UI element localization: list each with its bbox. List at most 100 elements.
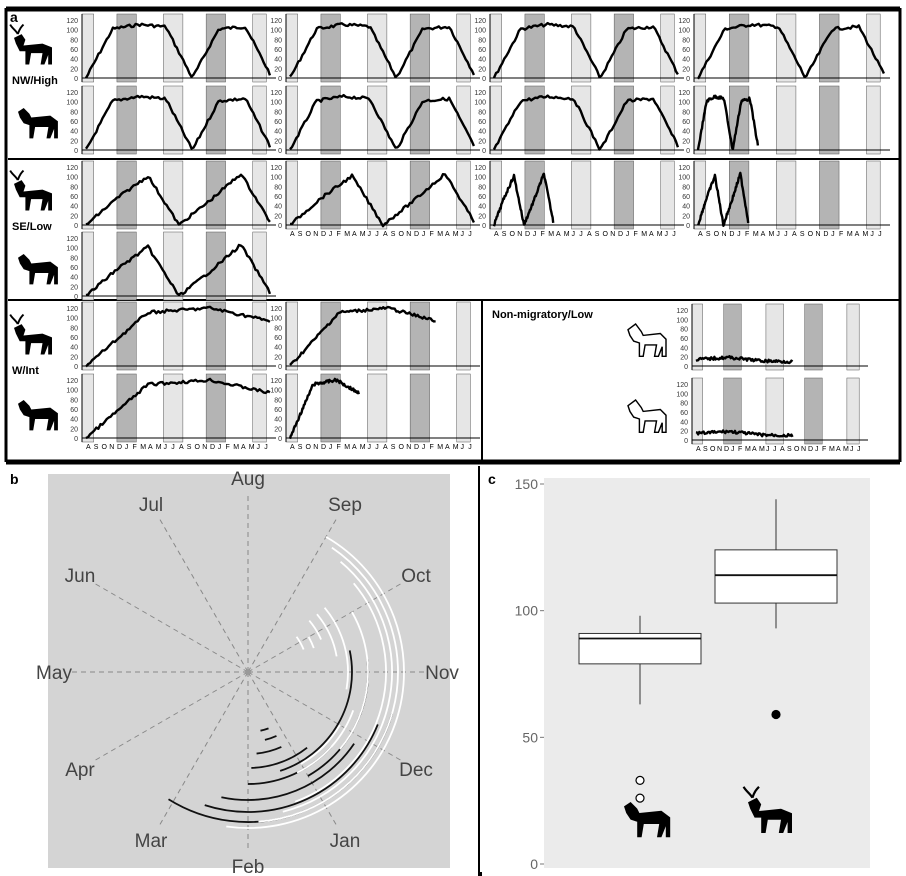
movement-trace bbox=[84, 94, 272, 150]
season-band bbox=[456, 301, 471, 371]
y-tick-label: 100 bbox=[270, 388, 282, 395]
season-band bbox=[409, 373, 430, 443]
month-tick-label: M bbox=[344, 444, 350, 451]
y-tick-label: 100 bbox=[66, 100, 78, 107]
y-tick-label: 60 bbox=[70, 47, 78, 54]
season-band bbox=[252, 85, 267, 155]
month-label: Apr bbox=[65, 760, 95, 781]
y-tick-label: 40 bbox=[274, 417, 282, 424]
month-tick-label: N bbox=[816, 231, 821, 238]
y-tick-label: 80 bbox=[274, 397, 282, 404]
month-tick-label: D bbox=[321, 444, 326, 451]
y-tick-label: 80 bbox=[478, 109, 486, 116]
y-tick-label: 0 bbox=[482, 76, 486, 83]
y-tick-label: 100 bbox=[270, 100, 282, 107]
y-tick-label: 0 bbox=[278, 223, 282, 230]
month-tick-label: F bbox=[839, 231, 843, 238]
subplot: 120 100 80 60 40 20 0 bbox=[474, 13, 684, 83]
month-tick-label: F bbox=[226, 444, 230, 451]
y-tick-label: 80 bbox=[70, 184, 78, 191]
movement-trace bbox=[289, 172, 475, 228]
y-tick-label: 100 bbox=[678, 100, 690, 107]
month-tick-label: D bbox=[823, 231, 828, 238]
y-tick-label: 150 bbox=[515, 476, 539, 492]
month-tick-label: N bbox=[406, 231, 411, 238]
y-tick-label: 20 bbox=[70, 284, 78, 291]
y-tick-label: 80 bbox=[478, 37, 486, 44]
panel-c-background bbox=[544, 478, 870, 868]
y-tick-label: 40 bbox=[70, 275, 78, 282]
subplot: 120 100 80 60 40 20 0 bbox=[66, 13, 276, 83]
y-tick-label: 80 bbox=[682, 184, 690, 191]
spring-migration-arc bbox=[256, 746, 282, 755]
outlier-point bbox=[635, 775, 645, 786]
movement-trace bbox=[289, 93, 476, 151]
y-tick-label: 80 bbox=[682, 37, 690, 44]
month-tick-label: J bbox=[125, 444, 129, 451]
month-tick-label: D bbox=[117, 444, 122, 451]
month-tick-label: O bbox=[399, 231, 405, 238]
month-spoke bbox=[93, 671, 249, 762]
month-tick-label: D bbox=[729, 231, 734, 238]
month-tick-label: J bbox=[626, 231, 630, 238]
subplot: 120 100 80 60 40 20 0 bbox=[66, 301, 276, 371]
season-band bbox=[252, 301, 267, 371]
month-spoke bbox=[247, 671, 338, 827]
month-tick-label: O bbox=[710, 446, 716, 453]
season-band bbox=[163, 13, 184, 83]
month-tick-label: O bbox=[808, 231, 814, 238]
month-tick-label: J bbox=[776, 231, 780, 238]
month-tick-label: S bbox=[298, 231, 303, 238]
month-spoke bbox=[247, 517, 338, 673]
spring-migration-arc bbox=[221, 743, 355, 801]
month-tick-label: F bbox=[337, 444, 341, 451]
month-tick-label: M bbox=[847, 231, 853, 238]
month-tick-label: J bbox=[815, 446, 819, 453]
outlier-point bbox=[635, 793, 645, 803]
month-tick-label: J bbox=[461, 444, 465, 451]
y-tick-label: 120 bbox=[66, 306, 78, 313]
movement-trace bbox=[492, 172, 555, 227]
season-band bbox=[163, 85, 184, 155]
month-tick-label: M bbox=[360, 231, 366, 238]
season-band bbox=[456, 373, 471, 443]
month-tick-label: S bbox=[800, 231, 805, 238]
month-tick-label: J bbox=[422, 444, 426, 451]
season-band bbox=[776, 13, 797, 83]
group-label: SE/Low bbox=[12, 221, 52, 233]
y-tick-label: 40 bbox=[478, 204, 486, 211]
y-tick-label: 40 bbox=[274, 57, 282, 64]
month-tick-label: A bbox=[148, 444, 153, 451]
month-label: Sep bbox=[328, 495, 362, 516]
month-tick-label: J bbox=[857, 446, 861, 453]
y-tick-label: 60 bbox=[274, 194, 282, 201]
month-tick-label: M bbox=[453, 231, 459, 238]
y-tick-label: 20 bbox=[70, 426, 78, 433]
y-tick-label: 20 bbox=[274, 66, 282, 73]
season-band bbox=[367, 85, 388, 155]
y-tick-label: 0 bbox=[482, 148, 486, 155]
season-band bbox=[866, 13, 881, 83]
month-tick-label: O bbox=[399, 444, 405, 451]
y-tick-label: 20 bbox=[274, 213, 282, 220]
season-band bbox=[765, 377, 784, 445]
month-tick-label: S bbox=[502, 231, 507, 238]
season-band bbox=[613, 85, 634, 155]
season-band bbox=[693, 13, 707, 83]
y-tick-label: 80 bbox=[70, 255, 78, 262]
month-tick-label: A bbox=[696, 446, 701, 453]
month-tick-label: S bbox=[187, 444, 192, 451]
y-tick-label: 0 bbox=[278, 436, 282, 443]
y-tick-label: 120 bbox=[676, 382, 688, 389]
month-tick-label: N bbox=[801, 446, 806, 453]
month-tick-label: J bbox=[368, 444, 372, 451]
month-tick-label: J bbox=[164, 444, 168, 451]
season-band bbox=[163, 231, 184, 301]
season-band bbox=[116, 373, 137, 443]
fall-migration-arc bbox=[339, 611, 369, 750]
month-tick-label: N bbox=[202, 444, 207, 451]
panel-b-circular-timing: Aug Sep Oct Nov Dec Jan Feb Mar Apr May Jun Jul bbox=[6, 466, 482, 876]
y-tick-label: 60 bbox=[70, 119, 78, 126]
month-tick-label: A bbox=[86, 444, 91, 451]
